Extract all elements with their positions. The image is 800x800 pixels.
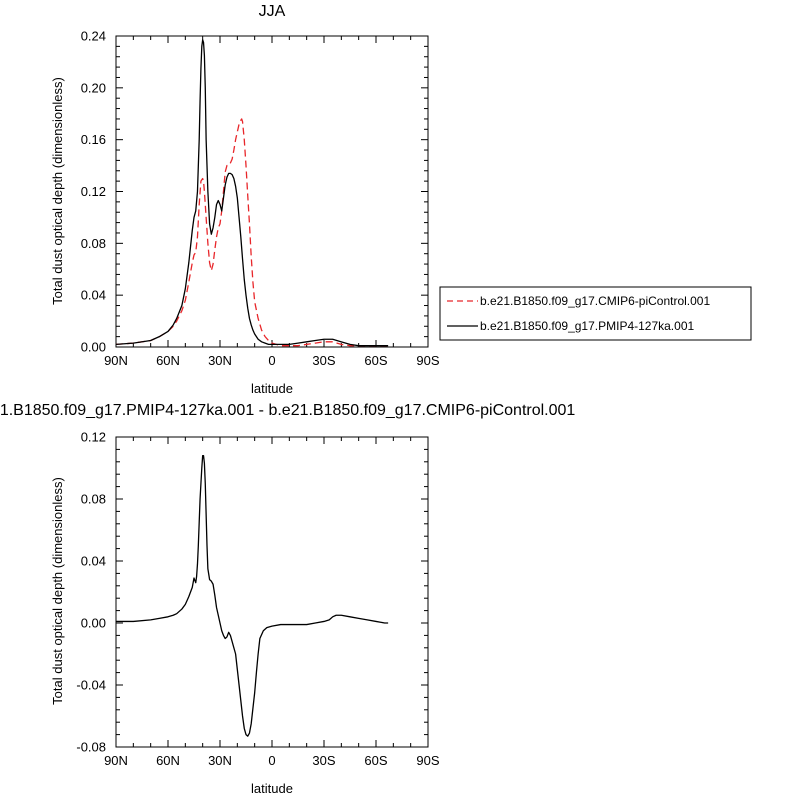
y-tick-label: -0.04 [76,678,106,693]
legend: b.e21.B1850.f09_g17.CMIP6-piControl.001 … [439,286,752,341]
x-tick-label: 0 [268,353,275,368]
plot-frame-bottom [115,436,429,748]
x-axis-label-bottom: latitude [251,781,293,796]
x-tick-label: 90N [104,353,128,368]
chart-title-bottom: b.e21.B1850.f09_g17.PMIP4-127ka.001 - b.… [0,402,575,419]
panel-bottom: b.e21.B1850.f09_g17.PMIP4-127ka.001 - b.… [0,402,575,796]
x-tick-label: 90S [416,753,439,768]
series-lines-bottom [116,454,389,737]
legend-box [439,286,752,341]
y-tick-label: 0.12 [81,184,106,199]
y-tick-label: 0.08 [81,492,106,507]
x-tick-label: 30S [312,353,335,368]
y-tick-label: 0.04 [81,554,106,569]
x-tick-label: 60S [364,753,387,768]
x-tick-label: 90S [416,353,439,368]
series-line-127ka [115,39,389,347]
x-tick-label: 60N [156,353,180,368]
x-tick-label: 90N [104,753,128,768]
legend-label-picontrol: b.e21.B1850.f09_g17.CMIP6-piControl.001 [480,294,710,308]
x-tick-label: 30N [208,753,232,768]
chart-title-top: JJA [259,3,286,20]
axis-ticks-top: 90N 60N 30N 0 30S 60S 90S 0.00 0.04 0.08 0.12 0.16 0… [81,29,440,369]
panel-top: JJA 90N 60N 30N 0 30S 60S 90S 0.00 0.04 0.08 0.12 0… [50,3,440,396]
y-axis-label-top: Total dust optical depth (dimensionless) [50,77,65,305]
plot-frame-top [115,35,429,348]
legend-label-127ka: b.e21.B1850.f09_g17.PMIP4-127ka.001 [480,319,694,333]
y-tick-label: 0.16 [81,132,106,147]
series-line-picontrol [115,118,389,347]
y-tick-label: 0.08 [81,236,106,251]
y-tick-label: -0.08 [76,740,106,755]
y-tick-label: 0.24 [81,29,106,44]
y-tick-label: 0.00 [81,340,106,355]
x-tick-label: 30S [312,753,335,768]
x-tick-label: 0 [268,753,275,768]
x-tick-label: 60N [156,753,180,768]
axis-ticks-bottom: 90N 60N 30N 0 30S 60S 90S -0.08 -0.04 0.00 0.04 0.0… [76,430,440,769]
x-axis-label-top: latitude [251,381,293,396]
x-tick-label: 30N [208,353,232,368]
y-tick-label: 0.20 [81,80,106,95]
y-tick-label: 0.00 [81,616,106,631]
series-lines-top [115,39,389,347]
y-tick-label: 0.04 [81,288,106,303]
x-tick-label: 60S [364,353,387,368]
y-axis-label-bottom: Total dust optical depth (dimensionless) [50,477,65,705]
series-line-difference [116,454,389,737]
y-tick-label: 0.12 [81,430,106,445]
